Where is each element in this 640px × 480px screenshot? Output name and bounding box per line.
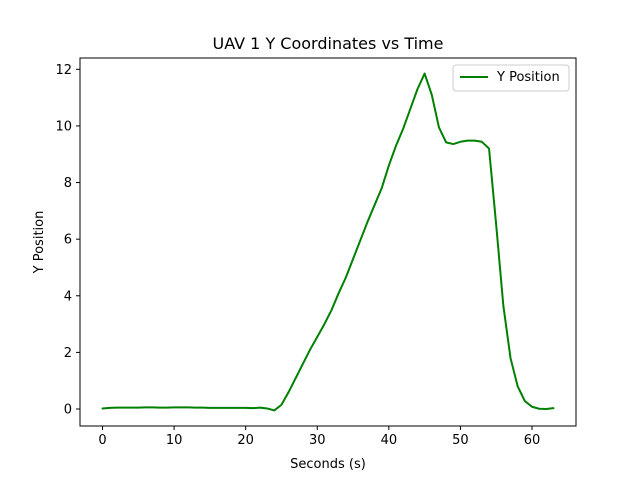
plot-area [101,72,555,412]
x-tick-label: 10 [166,433,183,448]
y-tick-label: 4 [64,289,72,304]
y-axis-label: Y Position [32,211,47,275]
y-tick-label: 0 [64,403,72,418]
chart-title: UAV 1 Y Coordinates vs Time [213,34,444,53]
y-tick-label: 6 [64,233,72,248]
x-tick-label: 30 [309,433,326,448]
legend-label: Y Position [496,70,560,85]
legend-box [452,64,570,92]
plot-frame [79,57,577,427]
series-line-0 [101,72,555,412]
y-tick-label: 2 [64,346,72,361]
y-tick-label: 12 [55,63,72,78]
legend: Y Position [452,64,570,92]
x-tick-label: 50 [452,433,469,448]
x-tick-label: 0 [98,433,106,448]
y-axis: 0 2 4 6 8 10 12 [55,63,80,418]
x-tick-label: 20 [237,433,254,448]
y-tick-label: 10 [55,119,72,134]
x-axis: 0 10 20 30 40 50 60 [98,426,540,448]
x-axis-label: Seconds (s) [290,457,366,472]
x-tick-label: 40 [381,433,398,448]
x-tick-label: 60 [524,433,541,448]
y-tick-label: 8 [64,176,72,191]
